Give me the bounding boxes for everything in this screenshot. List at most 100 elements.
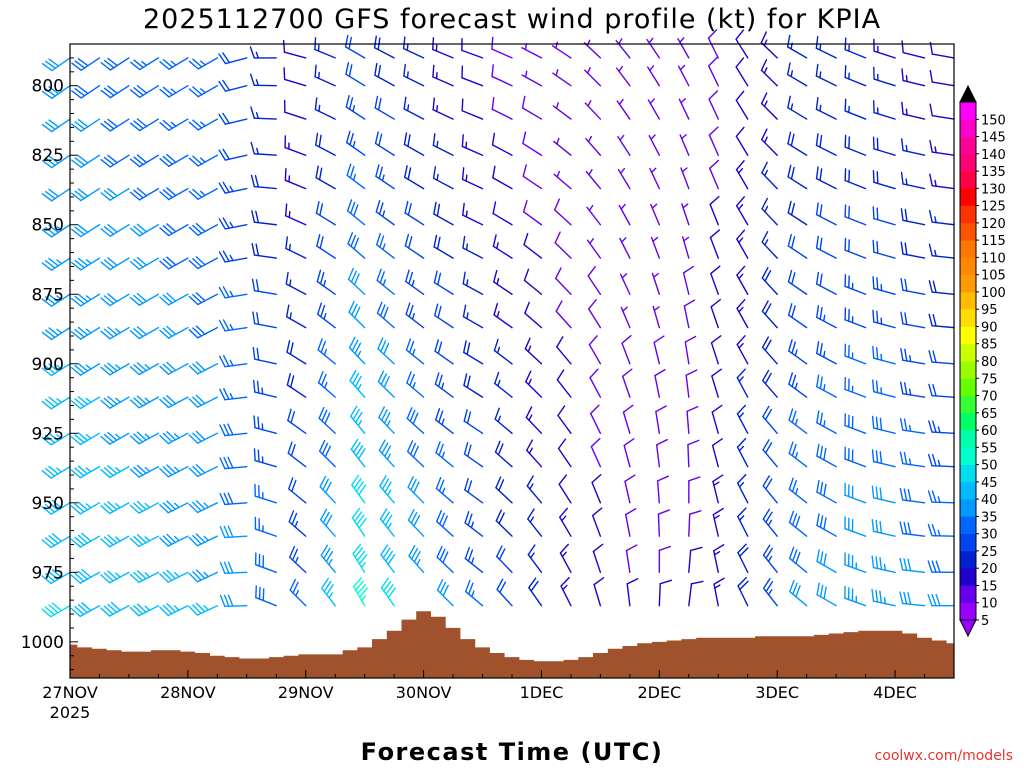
wind-barb [348,336,366,365]
x-tick-label: 27NOV [42,683,98,702]
colorbar-label: 50 [981,459,998,474]
credit-link[interactable]: coolwx.com/models [875,748,1013,764]
wind-barb [872,239,896,259]
wind-barb [129,292,160,306]
wind-barb [872,206,896,226]
wind-barb [463,409,484,434]
wind-barb [319,475,336,504]
wind-barb [129,362,160,376]
wind-barb [349,369,366,398]
wind-barb [435,476,454,504]
wind-barb [129,118,160,132]
wind-barb [899,591,926,607]
wind-barb [129,500,160,514]
wind-barb [900,208,926,226]
wind-barb [464,511,484,537]
wind-barb [815,97,837,120]
wind-barb [929,69,955,87]
wind-barb [708,126,719,156]
wind-barb [710,265,721,295]
wind-barb [620,306,631,329]
wind-barb [496,578,513,607]
wind-barb [188,256,219,270]
wind-barb [900,381,926,398]
wind-barb [592,507,603,537]
wind-barb [188,569,219,583]
colorbar-label: 100 [981,286,1006,301]
x-tick-label: 28NOV [160,683,216,702]
wind-barb [658,545,672,574]
wind-barb [71,118,101,132]
wind-barb [871,588,896,607]
terrain-area [70,611,954,678]
wind-barb [321,577,336,607]
wind-barb [159,533,189,547]
colorbar-label: 140 [981,148,1006,163]
wind-barb [495,476,513,504]
wind-barb [927,560,955,574]
wind-barb [129,256,160,270]
y-tick-label: 900 [32,355,64,375]
wind-barb [617,167,631,190]
wind-barb [684,335,697,365]
wind-barb [815,166,837,190]
wind-barb [687,439,700,468]
wind-barb [873,38,896,59]
colorbar-label: 55 [981,441,998,456]
wind-barb [433,270,454,295]
wind-barb [159,223,189,237]
wind-barb [159,256,189,270]
wind-barb [899,451,926,468]
wind-barb [188,533,219,547]
wind-barb [219,561,248,574]
wind-barb [762,577,778,607]
wind-barb [188,602,219,616]
wind-barb [710,298,722,329]
wind-barb [592,543,604,574]
wind-barb [815,271,837,295]
wind-barb [41,257,71,271]
wind-barb [219,355,248,368]
wind-barb [493,338,513,365]
wind-barb [100,326,130,340]
wind-barb [404,165,425,190]
wind-barb [436,509,454,537]
wind-barb [188,394,219,408]
wind-barb [762,439,778,468]
wind-barb [844,168,867,190]
wind-barb [375,164,395,190]
colorbar-bottom-arrow [959,619,977,638]
wind-barb [491,36,513,59]
wind-barb [927,453,955,468]
wind-barb [522,199,543,226]
wind-barb [762,508,778,537]
wind-barb [218,181,248,194]
colorbar-label: 60 [981,424,998,439]
wind-barb [816,549,837,574]
wind-barb [352,543,368,574]
colorbar-swatch [960,274,976,293]
wind-barb [100,501,130,515]
wind-barb [288,545,307,574]
wind-barb [624,508,637,537]
wind-barb [681,203,690,226]
wind-barb [219,492,248,506]
wind-barb [493,269,513,295]
wind-barb [129,85,160,98]
wind-barb [188,187,219,200]
wind-barb [653,335,665,365]
colorbar-label: 110 [981,251,1006,266]
wind-barb [788,477,808,504]
wind-barb [737,543,749,574]
wind-barb [218,286,248,299]
y-tick-label: 925 [32,424,64,444]
colorbar-swatch [960,395,976,414]
wind-barb [584,67,602,87]
wind-barb [188,85,219,98]
wind-barb [526,475,543,504]
wind-barb [249,46,277,59]
wind-barb [463,340,484,365]
wind-barb [159,85,189,98]
colorbar-swatch [960,499,976,517]
wind-barb [709,195,720,226]
